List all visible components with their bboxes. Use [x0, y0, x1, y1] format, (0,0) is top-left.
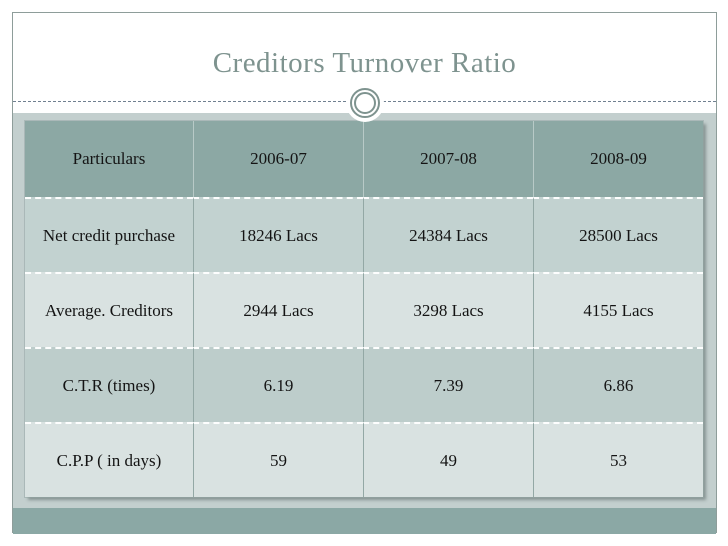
row-label-cell: Average. Creditors	[25, 272, 193, 347]
presentation-slide: Creditors Turnover Ratio Particulars 200…	[12, 12, 717, 534]
ratio-table: Particulars 2006-07 2007-08 2008-09 Net …	[24, 120, 704, 498]
row-label-cell: Net credit purchase	[25, 197, 193, 272]
table-header-cell: 2008-09	[533, 121, 703, 197]
value-cell: 59	[193, 422, 363, 497]
value-cell: 6.86	[533, 347, 703, 422]
ornament-inner-ring-icon	[354, 92, 376, 114]
value-cell: 2944 Lacs	[193, 272, 363, 347]
value-cell: 24384 Lacs	[363, 197, 533, 272]
table-header-cell: Particulars	[25, 121, 193, 197]
footer-band	[13, 508, 716, 534]
value-cell: 7.39	[363, 347, 533, 422]
value-cell: 18246 Lacs	[193, 197, 363, 272]
row-label-cell: C.P.P ( in days)	[25, 422, 193, 497]
value-cell: 49	[363, 422, 533, 497]
value-cell: 6.19	[193, 347, 363, 422]
value-cell: 3298 Lacs	[363, 272, 533, 347]
value-cell: 4155 Lacs	[533, 272, 703, 347]
row-label-cell: C.T.R (times)	[25, 347, 193, 422]
value-cell: 28500 Lacs	[533, 197, 703, 272]
circle-ornament	[346, 84, 384, 122]
value-cell: 53	[533, 422, 703, 497]
slide-title: Creditors Turnover Ratio	[212, 46, 517, 79]
table-header-cell: 2007-08	[363, 121, 533, 197]
table-header-cell: 2006-07	[193, 121, 363, 197]
